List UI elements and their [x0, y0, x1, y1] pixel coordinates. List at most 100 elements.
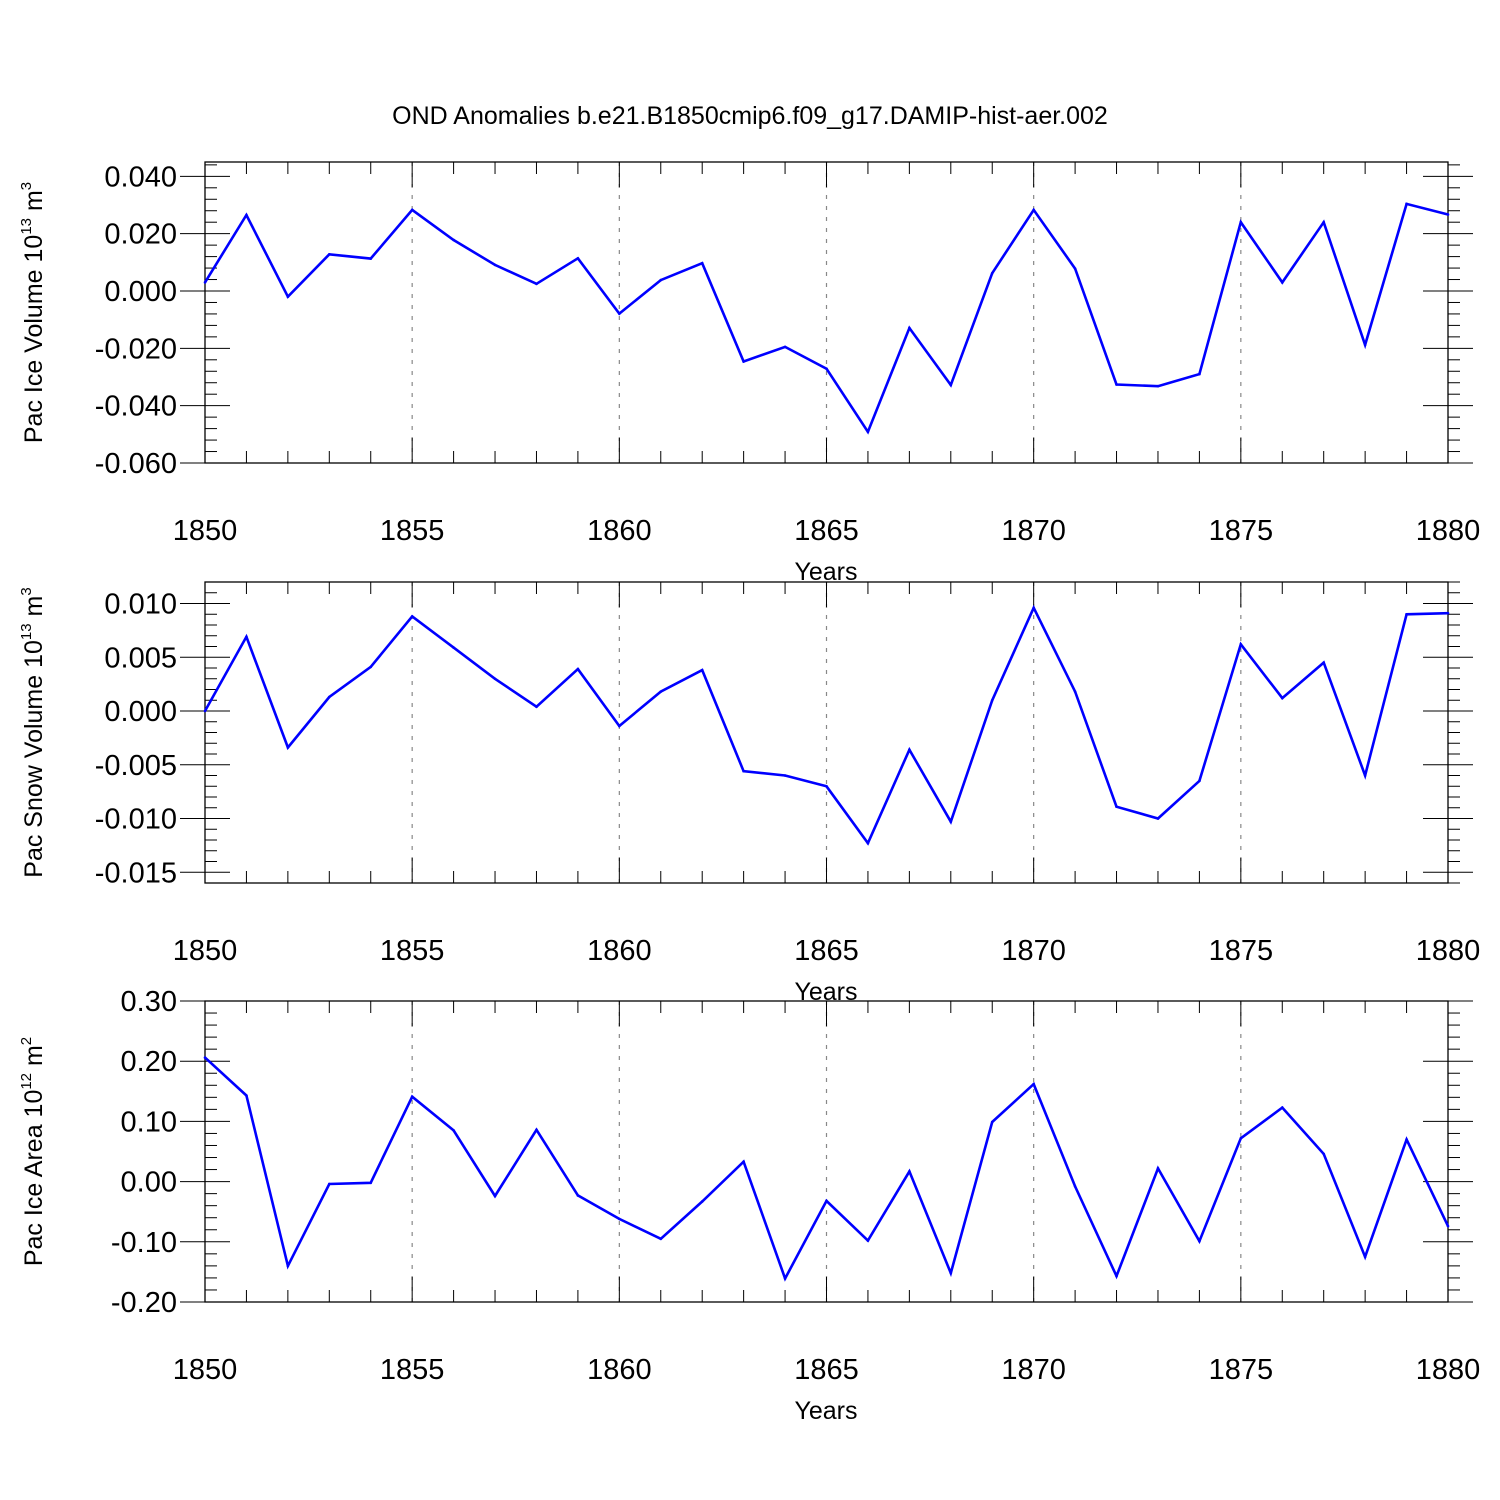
ice-volume-y-tick-label: 0.000 [104, 276, 177, 308]
snow-volume-data-point [245, 635, 248, 639]
ice-area-y-label-exp: 12 [18, 1073, 35, 1090]
ice-volume-data-point [1198, 372, 1201, 376]
ice-area-data-point [783, 1277, 787, 1280]
ice-area-y-axis-label: Pac Ice Area 1012 m2 [18, 1037, 48, 1266]
panel-ice-area: 0.30 0.20 0.10 0.00 -0.10 -0.20 1850 1855 1860 18… [18, 986, 1480, 1425]
snow-volume-data-point [576, 667, 580, 671]
ice-area-x-tick-label: 1870 [1001, 1354, 1066, 1386]
ice-area-data-point [535, 1128, 538, 1132]
ice-volume-data-point [742, 360, 745, 363]
ice-area-data-point [410, 1095, 414, 1099]
ice-volume-data-point [1032, 208, 1035, 212]
ice-area-data-point [245, 1094, 248, 1097]
snow-volume-data-point [825, 784, 828, 788]
ice-volume-data-point [203, 281, 207, 284]
snow-volume-x-tick-label: 1870 [1001, 935, 1066, 967]
ice-volume-data-point [369, 257, 373, 260]
snow-volume-data-point [1322, 661, 1325, 664]
snow-volume-data-point [1280, 696, 1284, 700]
ice-area-data-point [1446, 1224, 1450, 1228]
snow-volume-x-tick-label: 1850 [173, 935, 238, 967]
ice-area-data-point [1405, 1138, 1408, 1141]
ice-volume-x-axis-label: Years [794, 558, 857, 586]
snow-volume-y-tick-label: 0.010 [104, 589, 177, 621]
snow-volume-x-tick-label: 1855 [380, 935, 445, 967]
ice-volume-y-tick-label: -0.060 [95, 448, 177, 480]
snow-volume-data-point [783, 774, 787, 777]
ice-area-data-point [1115, 1274, 1118, 1278]
ice-volume-y-tick-label: 0.020 [104, 219, 177, 251]
ice-volume-data-point [493, 263, 497, 267]
snow-volume-y-label-unit-exp: 3 [18, 587, 35, 595]
ice-area-data-point [203, 1056, 207, 1059]
ice-volume-data-point [452, 238, 455, 242]
ice-volume-data-point [1280, 281, 1284, 284]
ice-volume-y-label-unit: m [20, 190, 48, 218]
ice-area-data-point [825, 1199, 828, 1203]
ice-area-data-point [659, 1237, 663, 1241]
ice-volume-data-point [410, 208, 414, 212]
ice-volume-data-point [1156, 384, 1160, 388]
snow-volume-data-point [700, 668, 704, 672]
snow-volume-data-point [410, 615, 414, 618]
ice-area-y-tick-label: 0.10 [121, 1106, 177, 1138]
ice-area-data-point [742, 1160, 745, 1164]
snow-volume-y-tick-label: -0.005 [95, 750, 177, 782]
ice-area-y-tick-label: 0.20 [121, 1046, 177, 1078]
ice-volume-data-point [328, 253, 331, 256]
ice-volume-data-point [1446, 213, 1450, 216]
ice-area-y-tick-label: -0.20 [111, 1287, 177, 1319]
ice-area-data-point [1032, 1082, 1035, 1086]
ice-volume-data-point [576, 257, 580, 260]
ice-area-data-point [1156, 1167, 1160, 1170]
ice-volume-data-point [1405, 202, 1408, 206]
ice-area-x-tick-label: 1865 [794, 1354, 859, 1386]
snow-volume-data-point [1115, 805, 1118, 808]
ice-volume-y-tick-label: -0.040 [95, 391, 177, 423]
snow-volume-data-point [1446, 611, 1450, 615]
snow-volume-data-point [535, 705, 538, 708]
ice-volume-data-point [908, 326, 911, 330]
ice-volume-data-point [783, 345, 787, 349]
ice-area-data-point [949, 1271, 953, 1275]
ice-area-x-tick-label: 1855 [380, 1354, 445, 1386]
ice-area-y-label-unit-exp: 2 [18, 1037, 35, 1045]
ice-area-data-point [493, 1194, 497, 1198]
ice-area-y-label-unit: m [20, 1045, 48, 1073]
snow-volume-data-point [1032, 606, 1035, 610]
ice-volume-data-point [659, 278, 663, 282]
snow-volume-data-point [949, 820, 953, 824]
ice-area-y-tick-label: 0.00 [121, 1167, 177, 1199]
ice-volume-data-point [286, 295, 290, 299]
ice-area-x-tick-label: 1875 [1209, 1354, 1274, 1386]
chart-title: OND Anomalies b.e21.B1850cmip6.f09_g17.D… [392, 102, 1108, 130]
panel-snow-volume: 0.010 0.005 0.000 -0.005 -0.010 -0.015 1850 185… [18, 581, 1481, 1006]
snow-volume-y-tick-label: -0.010 [95, 804, 177, 836]
snow-volume-data-point [866, 841, 870, 845]
snow-volume-data-point [1405, 612, 1408, 616]
snow-volume-data-point [369, 665, 373, 669]
snow-volume-y-tick-label: 0.000 [104, 696, 177, 728]
snow-volume-x-tick-label: 1875 [1209, 935, 1274, 967]
snow-volume-data-point [908, 748, 911, 751]
ice-volume-y-label-main: Pac Ice Volume 10 [20, 235, 48, 443]
ice-volume-data-point [535, 282, 538, 286]
ice-area-x-tick-label: 1880 [1416, 1354, 1481, 1386]
snow-volume-data-point [203, 709, 207, 713]
snow-volume-data-point [659, 690, 663, 693]
ice-volume-data-point [1322, 220, 1325, 224]
ice-area-data-point [866, 1239, 870, 1242]
snow-volume-data-point [742, 769, 745, 773]
ice-volume-data-point [1239, 220, 1243, 224]
ice-volume-data-point [1363, 343, 1367, 347]
ice-area-data-point [700, 1200, 704, 1203]
panel-ice-volume: 0.040 0.020 0.000 -0.020 -0.040 -0.060 1850 185… [18, 161, 1480, 586]
snow-volume-x-tick-label: 1860 [587, 935, 652, 967]
ice-area-y-tick-label: 0.30 [121, 986, 177, 1018]
ice-area-data-point [1322, 1152, 1325, 1156]
ice-area-data-point [369, 1181, 373, 1185]
ice-volume-y-tick-label: -0.020 [95, 333, 177, 365]
snow-volume-x-tick-label: 1880 [1416, 935, 1481, 967]
snow-volume-y-label-unit: m [20, 596, 48, 624]
